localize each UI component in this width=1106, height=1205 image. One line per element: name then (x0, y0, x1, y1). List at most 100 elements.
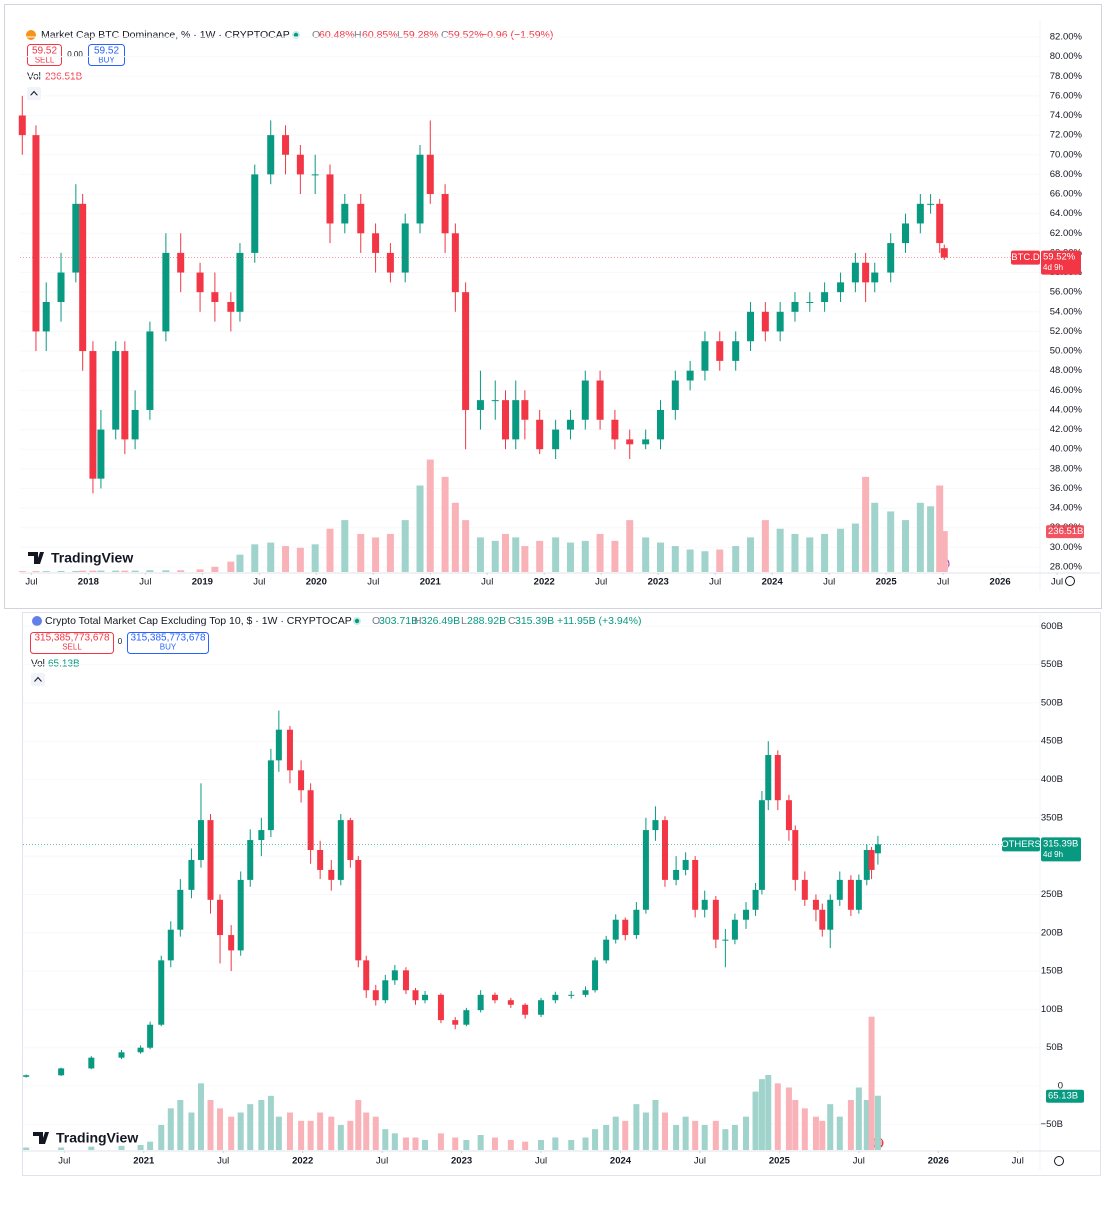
candle-body (341, 203, 349, 224)
candle-body (451, 233, 459, 293)
buy-button[interactable] (88, 44, 125, 66)
candle-body (785, 800, 792, 831)
y-tick-label: 500B (1041, 697, 1063, 708)
candle-body (758, 800, 765, 890)
volume-bar (158, 1125, 165, 1150)
volume-bar (18, 571, 26, 572)
candle-body (847, 879, 854, 910)
volume-bar (217, 1108, 224, 1150)
sell-price[interactable]: 315,385,773,678 (34, 633, 110, 644)
candle-body (207, 820, 214, 900)
buy-price[interactable]: 315,385,773,678 (130, 633, 206, 644)
collapse-button[interactable] (27, 87, 41, 100)
candle-body (774, 754, 781, 801)
y-tick-label: 82.00% (1050, 31, 1083, 42)
volume-bar (568, 1140, 575, 1150)
countdown: 4d 9h (1043, 263, 1063, 272)
volume-bar (732, 546, 740, 572)
candle-body (507, 1000, 514, 1005)
candle-body (97, 429, 105, 479)
y-tick-label: 74.00% (1050, 110, 1083, 121)
sell-label[interactable]: SELL (62, 643, 82, 652)
logo-mark (28, 552, 44, 564)
logo: TradingView (51, 550, 133, 566)
candle-body (682, 859, 689, 870)
volume-bar (401, 520, 409, 572)
candle-body (337, 820, 344, 880)
volume-bar (611, 540, 619, 572)
y-tick-label: 62.00% (1050, 228, 1083, 239)
volume-bar (207, 1100, 214, 1150)
candle-body (722, 939, 729, 941)
buy-button[interactable] (127, 632, 209, 654)
volume-bar (258, 1100, 265, 1150)
volume-bar (633, 1104, 640, 1150)
candle-body (538, 1000, 545, 1015)
candle-body (940, 248, 948, 258)
logo-mark (33, 1132, 49, 1144)
volume-bar (874, 1095, 881, 1150)
x-tick-label: Jul (481, 577, 493, 588)
settings-icon[interactable] (1054, 1156, 1064, 1166)
volume-bar (722, 1129, 729, 1150)
volume-bar (701, 551, 709, 572)
ohlc-value: 288.92B (467, 615, 506, 627)
candle-body (582, 990, 589, 995)
volume-bar (188, 1112, 195, 1150)
volume-bar (267, 1095, 274, 1150)
candle-body (673, 869, 680, 880)
collapse-button[interactable] (31, 673, 45, 686)
sell-button[interactable] (27, 44, 62, 66)
volume-bar (328, 1116, 335, 1150)
volume-bar (251, 544, 259, 572)
candle-body (902, 223, 910, 244)
volume-bar (731, 1125, 738, 1150)
volume-bar (521, 546, 529, 572)
x-tick-label: 2026 (928, 1156, 949, 1167)
candle-body (916, 203, 924, 224)
volume-bar (812, 1116, 819, 1150)
y-tick-label: 350B (1041, 812, 1063, 823)
buy-price[interactable]: 59.52 (94, 46, 119, 57)
y-tick-label: 46.00% (1050, 385, 1083, 396)
candle-body (401, 223, 409, 273)
ohlc-value: 315.39B (515, 615, 554, 627)
candle-body (167, 929, 174, 961)
volume-bar (837, 528, 845, 572)
volume-bar (357, 533, 365, 572)
candle-body (307, 790, 314, 851)
volume-bar (716, 549, 724, 572)
x-tick-label: 2021 (133, 1156, 155, 1167)
y-tick-label: 40.00% (1050, 444, 1083, 455)
buy-label[interactable]: BUY (160, 643, 177, 652)
volume-bar (391, 1133, 398, 1150)
volume-bar (337, 1125, 344, 1150)
volume-bar (791, 533, 799, 572)
volume-bar (326, 528, 334, 572)
volume-bar (566, 542, 574, 572)
volume-bar (836, 1116, 843, 1150)
candle-body (765, 754, 772, 801)
y-tick-label: 600B (1041, 621, 1063, 632)
sell-label[interactable]: SELL (35, 56, 55, 65)
x-tick-label: 2022 (292, 1156, 313, 1167)
candle-body (275, 729, 282, 761)
sell-button[interactable] (30, 632, 114, 654)
volume-bar (902, 520, 910, 572)
candle-body (416, 154, 424, 224)
settings-icon[interactable] (1065, 576, 1075, 586)
volume-bar (298, 1120, 305, 1150)
volume-bar (57, 570, 65, 572)
candle-body (267, 135, 275, 175)
buy-label[interactable]: BUY (98, 56, 115, 65)
volume-label: 65.13B (1048, 1091, 1078, 1102)
y-tick-label: −50B (1041, 1119, 1063, 1130)
candle-body (491, 400, 499, 402)
chart-title: Crypto Total Market Cap Excluding Top 10… (45, 615, 352, 627)
sell-price[interactable]: 59.52 (32, 46, 57, 57)
candle-body (716, 341, 724, 361)
x-tick-label: Jul (217, 1156, 229, 1167)
y-tick-label: 50B (1046, 1042, 1063, 1053)
